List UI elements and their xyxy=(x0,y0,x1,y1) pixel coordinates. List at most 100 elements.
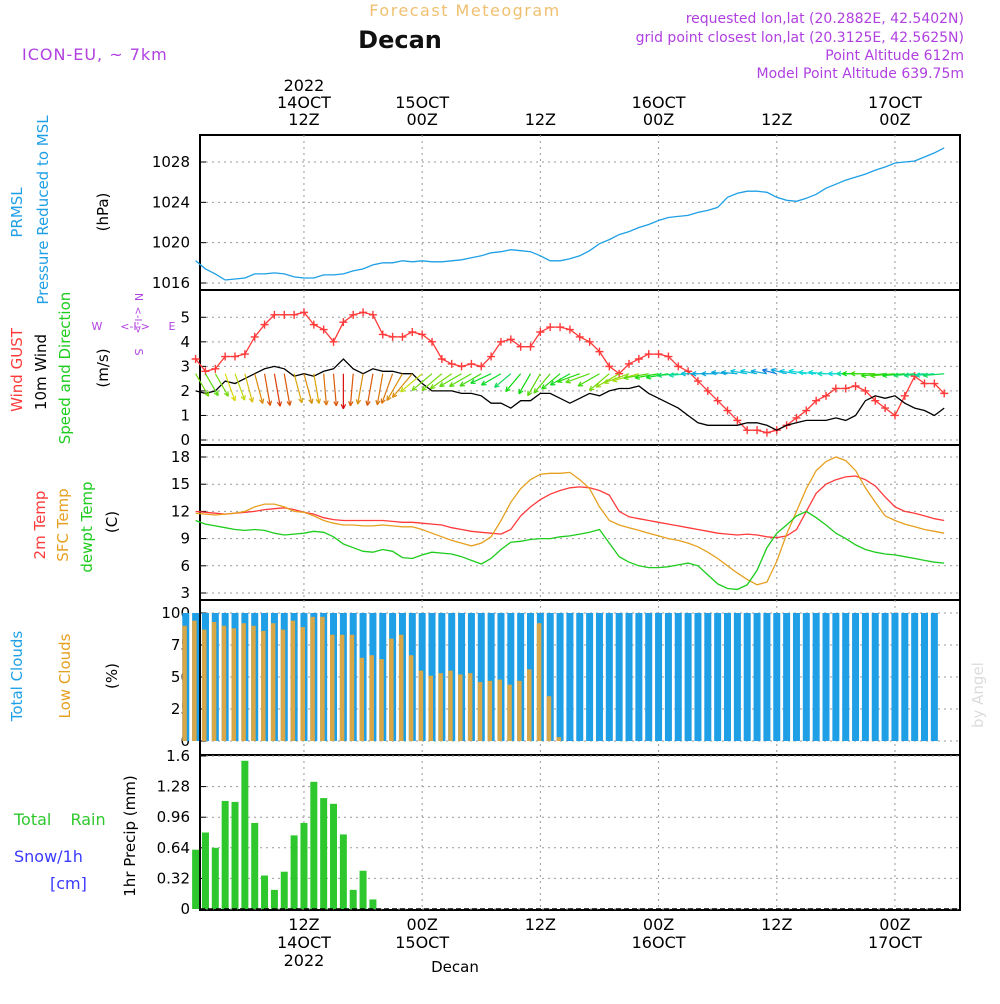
wind-arrow-head xyxy=(459,381,465,387)
cloud-bar-total xyxy=(605,613,613,741)
gust-marker xyxy=(831,384,840,393)
gust-marker xyxy=(388,332,397,341)
wind-arrow-head xyxy=(391,392,398,398)
panel-unit-precip: 1hr Precip (mm) xyxy=(121,775,139,896)
cloud-bar-low xyxy=(428,675,434,741)
gust-marker xyxy=(654,350,663,359)
gust-marker xyxy=(231,352,240,361)
wind-arrow-head xyxy=(788,368,794,375)
wind-arrow-head xyxy=(411,385,418,392)
wind-arrow xyxy=(376,373,384,405)
wind-arrow-head xyxy=(850,371,856,377)
wind-arrow-head xyxy=(323,400,329,406)
wind-arrow-head xyxy=(355,399,362,405)
wind-arrow xyxy=(481,373,502,386)
compass-north: N xyxy=(132,293,145,301)
gust-marker xyxy=(378,330,387,339)
wind-arrow-head xyxy=(603,378,609,384)
y-tick-label-temperature: 12 xyxy=(171,502,190,520)
panel-label-snow-unit: [cm] xyxy=(50,874,87,893)
gust-marker xyxy=(359,308,368,317)
gust-marker xyxy=(299,308,308,317)
wind-arrow-head xyxy=(827,371,833,377)
wind-arrow-head xyxy=(577,381,584,387)
cloud-bar-low xyxy=(330,634,335,741)
wind-arrow-head xyxy=(770,368,776,374)
wind-arrow-head xyxy=(258,398,265,404)
bottom-tick-label: 2022 xyxy=(284,951,325,970)
cloud-bar-low xyxy=(270,623,276,741)
wind-arrow-head xyxy=(701,371,707,377)
cloud-bar-low xyxy=(251,625,256,741)
wind-arrow-head xyxy=(556,377,563,384)
cloud-bar-total xyxy=(664,613,672,741)
wind-arrow-head xyxy=(730,368,736,375)
y-tick-label-pressure: 1016 xyxy=(152,274,190,292)
y-tick-label-wind: 3 xyxy=(180,357,190,375)
panel-label-dewpt-temp: dewpt Temp xyxy=(78,481,96,572)
wind-arrow-head xyxy=(439,381,445,387)
cloud-bar-total xyxy=(684,613,692,741)
wind-arrow xyxy=(449,373,472,387)
gust-marker xyxy=(812,396,821,405)
y-tick-label-temperature: 15 xyxy=(171,475,190,493)
cloud-bar-low xyxy=(369,655,374,741)
gust-marker xyxy=(437,355,446,363)
wind-arrow-head xyxy=(750,368,756,375)
y-tick-label-precip: 0 xyxy=(180,900,190,918)
bottom-tick-label: 12Z xyxy=(525,915,556,934)
cloud-bar-total xyxy=(871,613,879,741)
cloud-bar-total xyxy=(595,613,603,741)
gust-marker xyxy=(900,391,909,400)
y-tick-label-temperature: 3 xyxy=(180,584,190,602)
wind-arrow-head xyxy=(903,372,910,378)
cloud-bar-total xyxy=(753,613,761,741)
y-tick-label-precip: 1.28 xyxy=(157,778,190,796)
top-tick-label: 17OCT xyxy=(868,93,922,112)
panel-unit-wind: (m/s) xyxy=(94,348,112,387)
wind-arrow-head xyxy=(634,374,641,380)
cloud-bar-total xyxy=(645,613,653,741)
wind-arrow xyxy=(541,373,561,390)
wind-arrow xyxy=(603,373,630,384)
gust-marker xyxy=(487,352,496,361)
cloud-bar-low xyxy=(546,696,552,741)
wind-arrow-head xyxy=(691,371,697,377)
cloud-bar-total xyxy=(497,613,505,741)
wind-arrow xyxy=(244,373,254,403)
compass-east: E xyxy=(169,320,176,333)
y-tick-label-pressure: 1024 xyxy=(152,193,190,211)
cloud-bar-total xyxy=(487,613,495,741)
gust-marker xyxy=(467,359,476,368)
cloud-bar-total xyxy=(911,613,919,741)
compass-west: W xyxy=(92,320,103,333)
wind-arrow-head xyxy=(893,372,899,378)
wind-arrow-head xyxy=(915,372,921,378)
cloud-bar-low xyxy=(408,655,414,741)
wind-arrow xyxy=(349,373,354,406)
wind-arrow-head xyxy=(541,384,547,390)
wind-arrow-head xyxy=(836,371,842,377)
gust-marker xyxy=(211,364,220,373)
wind-arrow xyxy=(882,373,905,377)
wind-arrow-head xyxy=(494,382,500,388)
gust-marker xyxy=(546,323,555,332)
rain-bar xyxy=(280,871,288,909)
bottom-tick-label: 12Z xyxy=(761,915,792,934)
cloud-bar-low xyxy=(448,670,453,741)
panel-frame-pressure xyxy=(199,134,961,291)
cloud-bar-total xyxy=(546,613,554,741)
cloud-bar-low xyxy=(261,630,266,741)
wind-arrow-head xyxy=(333,401,339,407)
cloud-bar-total xyxy=(881,613,889,741)
wind-arrow-head xyxy=(400,386,406,393)
cloud-bar-total xyxy=(724,613,732,741)
wind-arrow-head xyxy=(386,395,392,401)
panel-frame-temperature xyxy=(199,444,961,601)
y-tick-label-wind: 5 xyxy=(180,308,190,326)
panel-unit-clouds: (%) xyxy=(103,663,121,689)
y-tick-label-wind: 0 xyxy=(180,431,190,449)
panel-label-2m-temp: 2m Temp xyxy=(31,491,49,560)
gust-marker xyxy=(398,332,407,341)
